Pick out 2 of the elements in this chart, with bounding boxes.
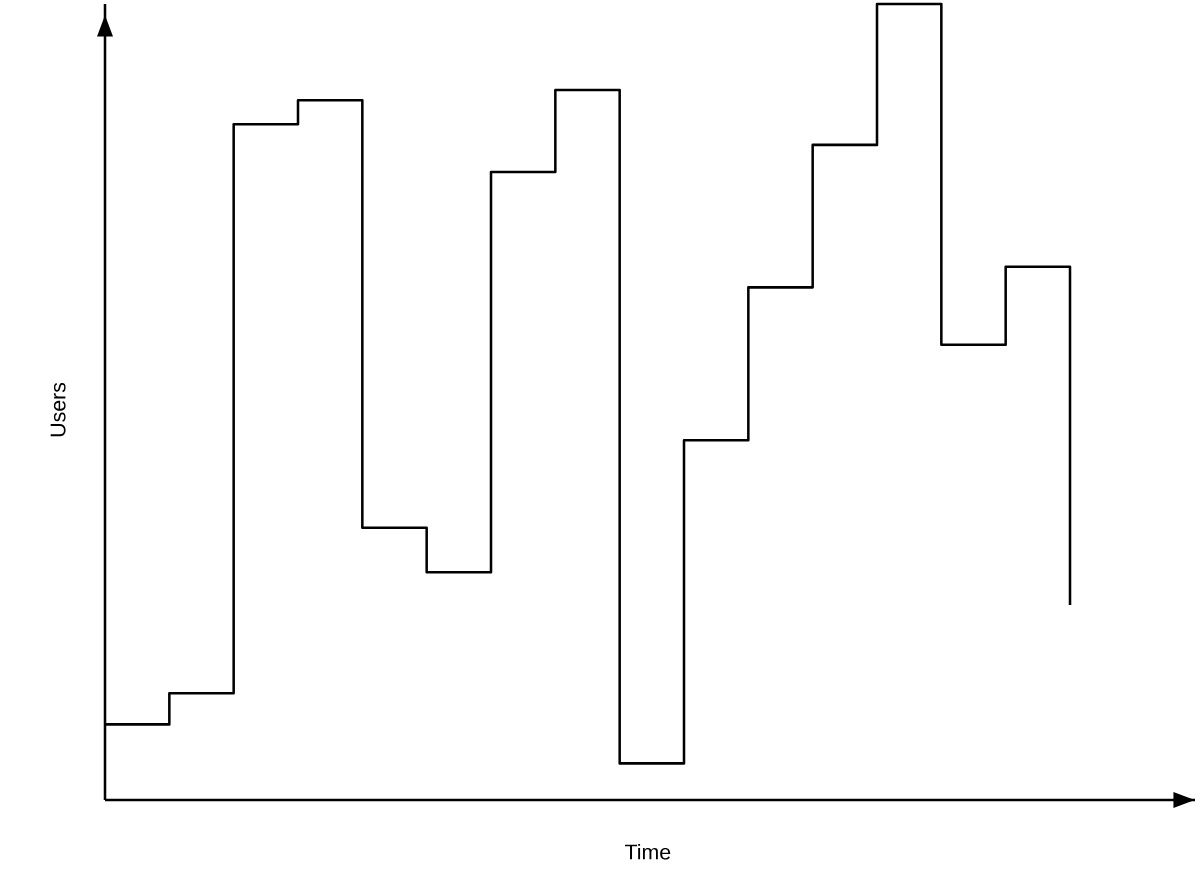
- x-axis-title: Time: [625, 843, 671, 860]
- y-axis-title: Users: [50, 382, 66, 437]
